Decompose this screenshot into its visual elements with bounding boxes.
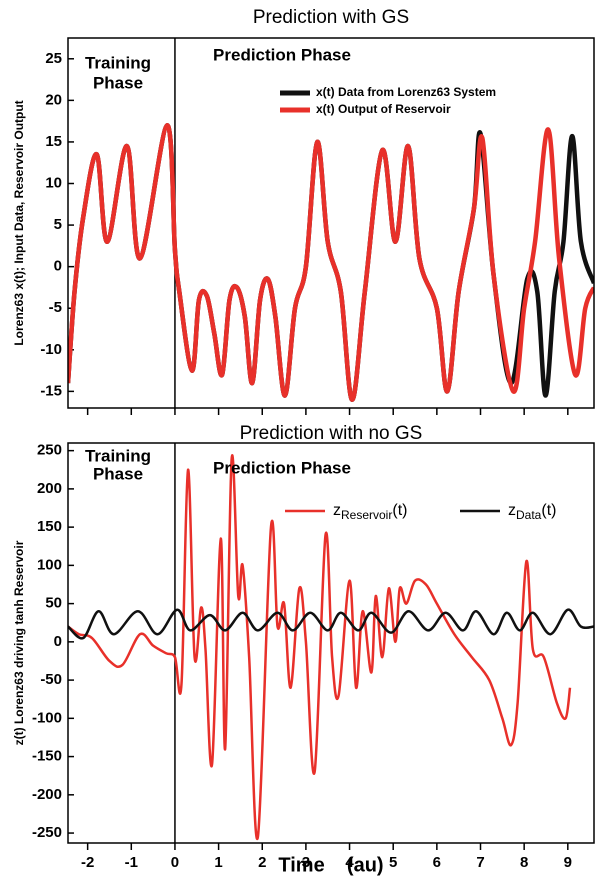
legend-label-suffix: (t)	[392, 502, 407, 519]
legend-label-suffix: (t)	[541, 502, 556, 519]
y-tick-label: 25	[45, 50, 62, 67]
data-line	[68, 123, 594, 402]
data-line	[68, 608, 594, 640]
x-tick-label: 1	[214, 854, 222, 871]
legend-label-sub: Data	[516, 508, 542, 522]
x-tick-label: 2	[258, 854, 266, 871]
y-tick-label: -10	[40, 341, 62, 358]
legend-label: x(t) Data from Lorenz63 System	[316, 85, 496, 99]
y-tick-label: -50	[40, 671, 62, 688]
x-tick-label: 3	[302, 854, 310, 871]
plot-frame	[67, 37, 595, 409]
x-tick-label: 0	[171, 854, 179, 871]
chart-title: Prediction with no GS	[240, 423, 423, 444]
annotation: Phase	[93, 73, 143, 92]
y-tick-label: -100	[32, 709, 62, 726]
x-tick-label: -2	[81, 854, 94, 871]
y-axis-label: Lorenz63 x(t); Input Data, Reservoir Out…	[12, 100, 26, 345]
plot-frame	[67, 442, 595, 844]
x-tick-label: 9	[564, 854, 572, 871]
y-tick-label: 150	[37, 518, 62, 535]
legend-label: zData(t)	[508, 502, 556, 522]
y-tick-label: 100	[37, 556, 62, 573]
annotation: Training	[85, 53, 151, 72]
data-line	[68, 454, 572, 841]
y-tick-label: -5	[49, 299, 62, 316]
legend-label: x(t) Output of Reservoir	[316, 102, 451, 116]
legend-label: zReservoir(t)	[333, 502, 407, 522]
y-tick-label: 50	[45, 595, 62, 612]
annotation: Phase	[93, 464, 143, 483]
y-tick-label: -200	[32, 786, 62, 803]
y-axis-label: z(t) Lorenz63 driving tanh Reservoir	[12, 540, 26, 745]
y-tick-label: -150	[32, 748, 62, 765]
y-tick-label: 250	[37, 442, 62, 459]
y-tick-label: 200	[37, 480, 62, 497]
x-tick-label: 4	[345, 854, 354, 871]
x-tick-label: -1	[125, 854, 138, 871]
annotation: Prediction Phase	[213, 458, 351, 477]
legend-label-sub: Reservoir	[341, 508, 392, 522]
y-tick-label: 5	[54, 216, 62, 233]
annotation: Prediction Phase	[213, 45, 351, 64]
x-tick-label: 5	[389, 854, 397, 871]
x-tick-label: 8	[520, 854, 528, 871]
y-tick-label: 10	[45, 174, 62, 191]
x-axis-label: Time (au)	[278, 854, 383, 876]
x-tick-label: 6	[433, 854, 441, 871]
legend-label-main: z	[508, 502, 516, 519]
y-tick-label: 15	[45, 133, 62, 150]
y-tick-label: 20	[45, 91, 62, 108]
chart-title: Prediction with GS	[253, 7, 409, 28]
annotation: Training	[85, 446, 151, 465]
y-tick-label: -250	[32, 824, 62, 841]
legend-label-main: z	[333, 502, 341, 519]
x-tick-label: 7	[476, 854, 484, 871]
y-tick-label: -15	[40, 382, 62, 399]
y-tick-label: 0	[54, 258, 62, 275]
y-tick-label: 0	[54, 633, 62, 650]
